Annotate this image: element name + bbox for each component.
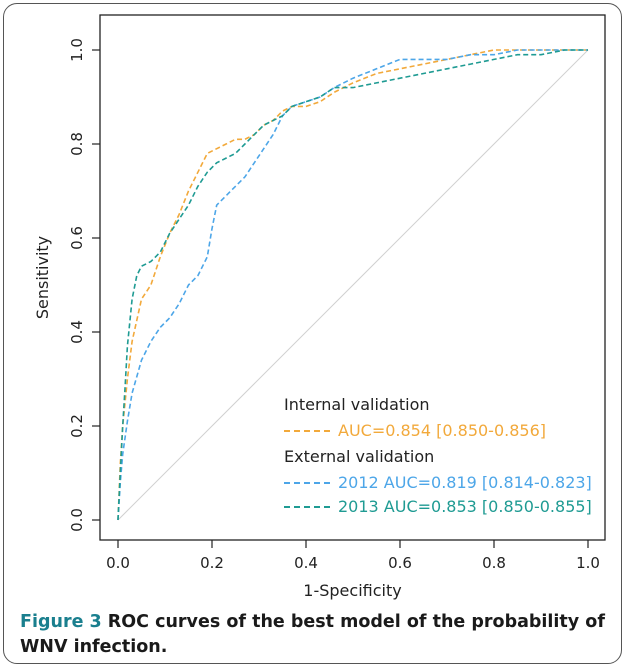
- legend-label-2: 2012 AUC=0.819 [0.814-0.823]: [338, 473, 592, 492]
- x-tick-label: 1.0: [576, 554, 600, 572]
- figure-caption: Figure 3 ROC curves of the best model of…: [20, 610, 610, 660]
- roc-curve-2: [117, 49, 588, 521]
- y-axis-label: Sensitivity: [33, 236, 52, 319]
- x-tick-label: 0.8: [482, 554, 506, 572]
- caption-label: Figure 3: [20, 612, 102, 632]
- caption-text: ROC curves of the best model of the prob…: [20, 612, 605, 657]
- series-layer: [117, 49, 588, 521]
- x-tick-label: 0.6: [388, 554, 412, 572]
- legend: Internal validation External validation AU…: [284, 395, 592, 516]
- legend-group-external: External validation: [284, 447, 434, 466]
- y-tick-label: 0.4: [68, 320, 86, 344]
- y-tick-label: 0.6: [68, 226, 86, 250]
- figure-frame: [3, 3, 622, 664]
- roc-chart: 0.0 0.2 0.4 0.6 0.8 1.0 0.0 0.2 0.4 0.6 0.8 1.0 1-Sp…: [33, 14, 606, 600]
- legend-group-internal: Internal validation: [284, 395, 430, 414]
- y-tick-label: 0.2: [68, 414, 86, 438]
- y-tick-label: 0.8: [68, 132, 86, 156]
- reference-diagonal: [117, 49, 589, 521]
- x-tick-label: 0.4: [294, 554, 318, 572]
- legend-label-1: AUC=0.854 [0.850-0.856]: [338, 421, 546, 440]
- x-tick-label: 0.2: [200, 554, 224, 572]
- legend-label-3: 2013 AUC=0.853 [0.850-0.855]: [338, 497, 592, 516]
- y-tick-label: 0.0: [68, 508, 86, 532]
- plot-box: [99, 14, 606, 541]
- x-tick-label: 0.0: [106, 554, 130, 572]
- reference-line-layer: [117, 49, 589, 521]
- y-tick-label: 1.0: [68, 38, 86, 62]
- roc-curve-3: [117, 49, 588, 521]
- chart-axes: 0.0 0.2 0.4 0.6 0.8 1.0 0.0 0.2 0.4 0.6 0.8 1.0 1-Sp…: [33, 14, 606, 600]
- x-axis-label: 1-Specificity: [303, 581, 401, 600]
